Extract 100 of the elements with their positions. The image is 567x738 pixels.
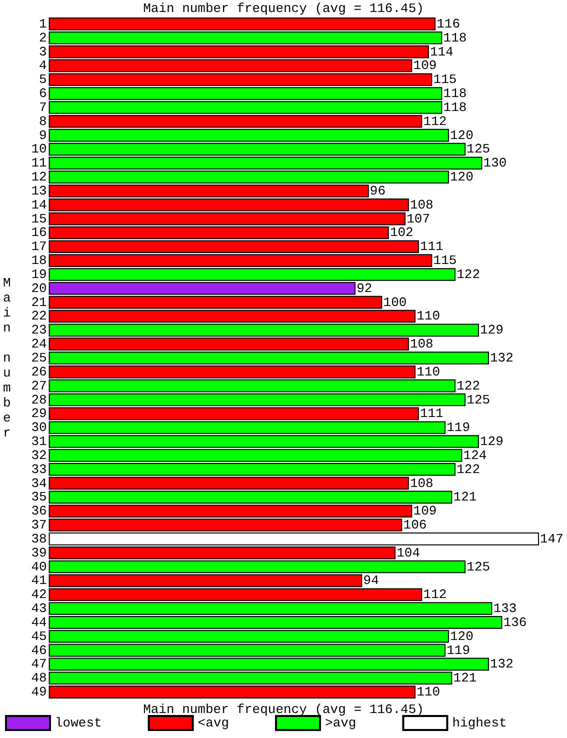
y-tick-label: 32 bbox=[31, 448, 47, 463]
y-tick-label: 24 bbox=[31, 336, 47, 352]
y-tick-label: 17 bbox=[31, 239, 47, 254]
data-label: 118 bbox=[443, 86, 467, 102]
y-tick-label: 48 bbox=[31, 670, 47, 686]
data-label: 129 bbox=[480, 322, 504, 338]
y-tick-label: 41 bbox=[31, 573, 47, 588]
y-tick-label: 11 bbox=[31, 156, 47, 171]
data-label: 122 bbox=[456, 378, 480, 394]
data-label: 120 bbox=[450, 128, 474, 143]
data-label: 125 bbox=[466, 559, 490, 574]
data-label: 111 bbox=[420, 406, 444, 422]
data-label: 115 bbox=[433, 253, 457, 268]
data-label: 92 bbox=[356, 280, 372, 296]
data-label: 119 bbox=[446, 642, 470, 658]
data-label: 94 bbox=[363, 573, 380, 588]
data-label: 121 bbox=[453, 490, 477, 505]
data-label: 116 bbox=[436, 16, 460, 32]
data-label: 125 bbox=[466, 392, 490, 408]
y-tick-label: 9 bbox=[38, 128, 47, 143]
data-label: 122 bbox=[456, 266, 480, 282]
y-tick-label: 45 bbox=[31, 628, 47, 644]
y-tick-label: 43 bbox=[31, 601, 47, 616]
y-tick-label: 36 bbox=[31, 504, 47, 519]
y-tick-label: 5 bbox=[38, 72, 47, 88]
y-tick-label: 10 bbox=[31, 142, 47, 157]
data-label: 114 bbox=[430, 44, 454, 60]
y-tick-label: 44 bbox=[31, 614, 47, 630]
y-tick-label: 26 bbox=[31, 364, 47, 380]
y-tick-label: 20 bbox=[31, 280, 47, 296]
data-label: 108 bbox=[410, 197, 434, 212]
y-tick-label: 7 bbox=[38, 100, 47, 115]
y-tick-label: 49 bbox=[31, 684, 47, 700]
y-tick-label: 21 bbox=[31, 294, 47, 310]
data-label: 112 bbox=[423, 587, 447, 602]
y-tick-label: 14 bbox=[31, 197, 47, 212]
data-label: 108 bbox=[410, 476, 434, 491]
y-tick-label: 18 bbox=[31, 253, 47, 268]
data-label: 119 bbox=[446, 420, 470, 436]
data-label: 109 bbox=[413, 58, 437, 74]
y-tick-label: 19 bbox=[31, 266, 47, 282]
y-tick-label: 27 bbox=[31, 378, 47, 394]
data-label: 136 bbox=[503, 614, 527, 630]
y-tick-label: 28 bbox=[31, 392, 47, 408]
data-label: 106 bbox=[403, 518, 427, 533]
data-label: 96 bbox=[370, 183, 386, 198]
data-label: 118 bbox=[443, 30, 467, 46]
y-tick-label: 1 bbox=[38, 16, 47, 32]
data-label: 125 bbox=[466, 142, 490, 157]
y-tick-label: 34 bbox=[31, 476, 47, 491]
text: Main number bbox=[2, 276, 11, 440]
text: Main number frequency (avg = 116.45) bbox=[143, 702, 424, 717]
data-label: 122 bbox=[456, 462, 480, 477]
y-tick-label: 29 bbox=[31, 406, 47, 422]
chart-title: Main number frequency (avg = 116.45) bbox=[143, 1, 424, 16]
data-label: 132 bbox=[490, 350, 514, 366]
legend-label: >avg bbox=[325, 716, 356, 730]
data-label: 100 bbox=[383, 294, 407, 310]
data-label: 115 bbox=[433, 72, 457, 88]
data-label: 111 bbox=[420, 239, 444, 254]
data-label: 124 bbox=[463, 448, 487, 463]
y-tick-label: 42 bbox=[31, 587, 47, 602]
y-tick-label: 30 bbox=[31, 420, 47, 436]
y-tick-label: 13 bbox=[31, 183, 47, 198]
legend-label: lowest bbox=[55, 716, 102, 730]
y-tick-label: 40 bbox=[31, 559, 47, 574]
data-label: 108 bbox=[410, 336, 434, 352]
y-tick-label: 46 bbox=[31, 642, 47, 658]
y-tick-label: 23 bbox=[31, 322, 47, 338]
y-tick-label: 25 bbox=[31, 350, 47, 366]
data-label: 112 bbox=[423, 114, 447, 129]
y-tick-label: 16 bbox=[31, 225, 47, 240]
data-label: 118 bbox=[443, 100, 467, 115]
y-tick-label: 38 bbox=[31, 531, 47, 546]
y-tick-label: 8 bbox=[38, 114, 47, 129]
y-tick-label: 31 bbox=[31, 434, 47, 450]
y-tick-label: 33 bbox=[31, 462, 47, 477]
data-label: 133 bbox=[493, 601, 517, 616]
y-tick-label: 2 bbox=[38, 30, 47, 46]
legend-label: highest bbox=[452, 716, 507, 730]
y-tick-label: 22 bbox=[31, 308, 47, 324]
data-label: 109 bbox=[413, 504, 437, 519]
data-label: 104 bbox=[396, 545, 420, 560]
data-label: 147 bbox=[540, 531, 564, 546]
data-label: 102 bbox=[390, 225, 414, 240]
data-label: 110 bbox=[416, 364, 440, 380]
data-label: 110 bbox=[416, 684, 440, 700]
y-tick-label: 12 bbox=[31, 170, 47, 185]
y-tick-label: 15 bbox=[31, 211, 47, 226]
data-label: 107 bbox=[406, 211, 430, 226]
legend-label: <avg bbox=[198, 716, 230, 730]
data-label: 121 bbox=[453, 670, 477, 686]
data-label: 129 bbox=[480, 434, 504, 450]
y-tick-label: 39 bbox=[31, 545, 47, 560]
y-tick-label: 6 bbox=[38, 86, 47, 102]
y-tick-label: 4 bbox=[38, 58, 47, 74]
y-tick-label: 35 bbox=[31, 490, 47, 505]
data-label: 130 bbox=[483, 156, 507, 171]
data-label: 132 bbox=[490, 656, 514, 672]
data-label: 120 bbox=[450, 628, 474, 644]
